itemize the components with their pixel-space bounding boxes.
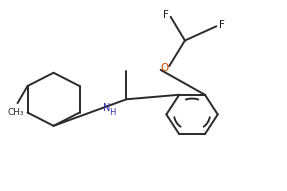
Text: O: O <box>161 63 169 73</box>
Text: N: N <box>103 103 110 113</box>
Text: F: F <box>163 10 169 20</box>
Text: F: F <box>218 20 224 30</box>
Text: CH₃: CH₃ <box>8 108 24 117</box>
Text: H: H <box>109 108 116 117</box>
